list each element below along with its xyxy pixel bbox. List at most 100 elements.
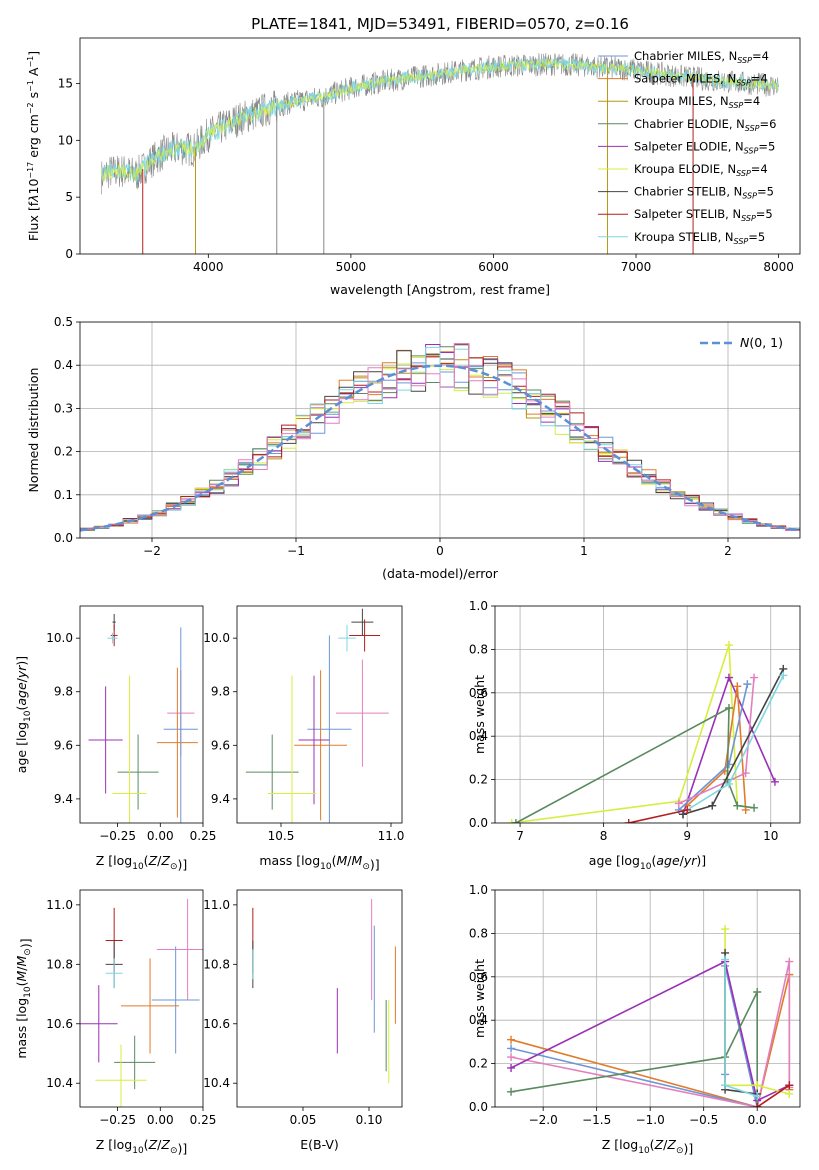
label-part: )]: [370, 857, 380, 872]
legend-label: Kroupa STELIB, N: [634, 230, 734, 244]
plot-area: [495, 890, 800, 1107]
legend-entry: Salpeter STELIB, NSSP=5: [634, 207, 773, 223]
label-part: M: [14, 971, 29, 982]
label-part: mass [log: [259, 853, 320, 868]
label-part: /: [157, 853, 162, 868]
y-tick-label: 9.6: [54, 738, 73, 752]
plot-area: [101, 52, 779, 254]
point-marker: [507, 1087, 516, 1096]
y-tick-label: 10.8: [46, 957, 73, 971]
label-part: 10: [23, 986, 33, 998]
axes-frame: [79, 37, 801, 255]
x-tick-label: 4000: [193, 260, 224, 274]
x-tick-label: 0.25: [190, 829, 217, 843]
point-marker: [683, 805, 692, 814]
legend-sub: SSP: [745, 124, 760, 133]
x-tick-label: 1: [580, 544, 588, 558]
x-tick-label: −2.0: [529, 1113, 558, 1127]
legend-suffix: =4: [751, 162, 768, 176]
label-part: Z [log: [96, 1137, 132, 1152]
label-part: ⊙: [362, 862, 370, 872]
label-part: )]: [177, 1141, 187, 1156]
panel-residuals: −2 −1 0 1 2 0.0 0.1 0.2 0.3 0.4 0.5 N(0, 1) (data-mo…: [26, 315, 801, 581]
label-part: 10: [23, 710, 33, 722]
y-axis-label: mass weight: [472, 959, 487, 1038]
y-tick-label: 11.0: [46, 898, 73, 912]
weight-series: [507, 641, 742, 823]
x-tick-label: 8000: [763, 260, 794, 274]
point-marker: [708, 801, 717, 810]
label-part: g: [664, 853, 672, 868]
y-tick-label: 1.0: [469, 599, 488, 613]
point-marker: [753, 987, 762, 996]
series-line: [515, 706, 755, 823]
legend-sub: SSP: [741, 214, 756, 223]
x-axis-label: wavelength [Angstrom, rest frame]: [330, 282, 550, 297]
figure-title: PLATE=1841, MJD=53491, FIBERID=0570, z=0…: [251, 15, 629, 33]
point-marker: [511, 819, 520, 823]
point-marker: [785, 1081, 794, 1090]
legend-entry: Salpeter MILES, NSSP=4: [634, 72, 768, 88]
point-marker: [733, 801, 742, 810]
errorbar-point: [307, 635, 352, 823]
label-part: (: [144, 1137, 149, 1152]
plot-area: [80, 322, 800, 538]
series-line: [628, 809, 688, 823]
series-line: [511, 644, 739, 823]
y-tick-label: 0.1: [54, 488, 73, 502]
errorbar-point: [80, 985, 118, 1063]
y-tick-label: 11.0: [203, 898, 230, 912]
label-part: M: [352, 853, 363, 868]
point-marker: [733, 682, 742, 691]
x-axis-label: (data-model)/error: [382, 566, 499, 581]
x-axis-label: Z [log10(Z/Z⊙)]: [602, 1137, 694, 1156]
y-tick-label: 0.6: [469, 686, 488, 700]
label-part: 10: [640, 862, 652, 872]
y-tick-label: 10.0: [203, 631, 230, 645]
label-part: Z: [160, 1137, 170, 1152]
legend-suffix: =5: [748, 230, 765, 244]
label-part: (: [650, 1137, 655, 1152]
y-axis-label: age [log10(age/yr)]: [14, 656, 33, 773]
weight-series: [674, 673, 759, 808]
x-tick-label: −1.0: [636, 1113, 665, 1127]
label-part: a: [656, 853, 664, 868]
spectrum-line: [101, 57, 779, 183]
label-part: r: [691, 853, 697, 868]
y-tick-label: 10.0: [46, 631, 73, 645]
legend-label: N: [740, 335, 750, 350]
weight-series: [624, 805, 692, 823]
legend-label: Kroupa MILES, N: [634, 94, 729, 108]
y-axis-label: Normed distribution: [26, 368, 41, 493]
x-axis-label: Z [log10(Z/Z⊙)]: [96, 853, 188, 872]
legend-sub: SSP: [744, 146, 759, 155]
y-tick-label: 0.0: [469, 1100, 488, 1114]
spectrum-line: [101, 52, 779, 195]
point-marker: [785, 957, 794, 966]
point-marker: [743, 680, 752, 689]
plot-area: [245, 608, 389, 823]
y-tick-label: 0.6: [469, 970, 488, 984]
point-marker: [507, 1063, 516, 1072]
spectrum-line: [101, 58, 779, 182]
axes-frame: [79, 321, 801, 539]
label-part: )]: [683, 1141, 693, 1156]
x-tick-label: 6000: [478, 260, 509, 274]
legend-suffix: =4: [743, 94, 760, 108]
legend-label: Chabrier ELODIE, N: [634, 117, 745, 131]
x-tick-label: −2: [143, 544, 161, 558]
axes-frame: [79, 605, 204, 824]
label-part: Z: [160, 853, 170, 868]
axes-frame: [494, 889, 801, 1108]
errorbar-point: [105, 958, 123, 989]
x-tick-label: 0.25: [190, 1113, 217, 1127]
legend-suffix: =5: [756, 207, 773, 221]
axes-frame: [236, 605, 403, 824]
y-tick-label: 0.0: [54, 531, 73, 545]
y-tick-label: 10.6: [46, 1017, 73, 1031]
x-tick-label: 0.10: [356, 1113, 383, 1127]
label-part: (: [14, 982, 29, 987]
